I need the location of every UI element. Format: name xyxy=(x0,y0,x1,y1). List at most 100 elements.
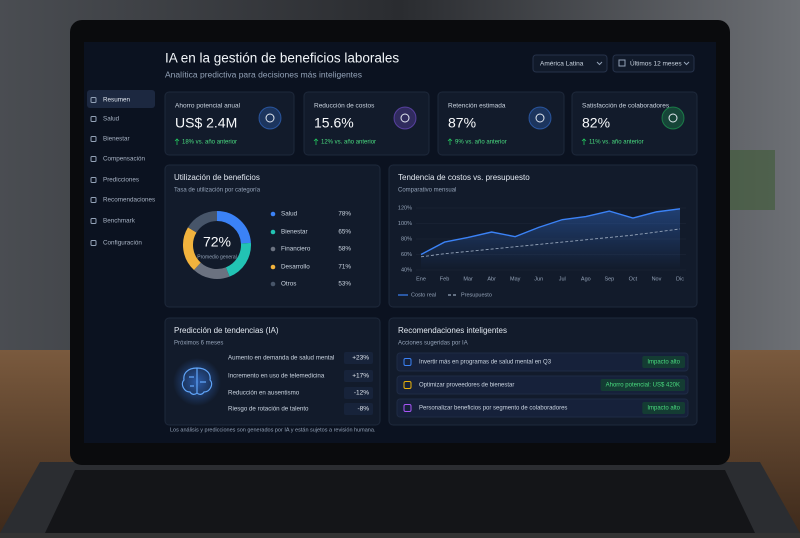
legend-dot xyxy=(270,246,276,252)
donut-segment xyxy=(183,227,201,271)
footnote: Los análisis y predicciones son generado… xyxy=(170,427,376,433)
card xyxy=(571,91,698,156)
nav-item[interactable]: Benchmark xyxy=(103,218,136,225)
kpi-icon-dot xyxy=(400,113,410,123)
recommendation-text: Optimizar proveedores de bienestar xyxy=(419,383,514,389)
nav-item[interactable]: Predicciones xyxy=(103,177,139,184)
legend-label: Otros xyxy=(281,281,296,288)
x-tick-label: Ago xyxy=(581,276,591,282)
tag-box xyxy=(642,356,685,368)
nav-item[interactable]: Salud xyxy=(103,116,120,123)
donut-center-value: 72% xyxy=(203,234,231,250)
recommendation-row[interactable] xyxy=(396,398,689,418)
x-tick-label: Abr xyxy=(487,276,496,282)
kpi-change: 11% vs. año anterior xyxy=(589,140,644,146)
y-tick-label: 60% xyxy=(401,252,412,258)
y-tick-label: 80% xyxy=(401,236,412,242)
nav-item[interactable]: Resumen xyxy=(103,97,130,104)
card-subtitle: Próximos 6 meses xyxy=(174,341,223,347)
card-subtitle: Tasa de utilización por categoría xyxy=(174,188,261,194)
subtitle: Analítica predictiva para decisiones más… xyxy=(165,69,362,79)
y-tick-label: 100% xyxy=(398,221,412,227)
value-label: 58% xyxy=(338,246,351,253)
recommendation-icon xyxy=(403,404,412,412)
nav-icon xyxy=(90,218,97,224)
kpi-icon xyxy=(661,106,685,130)
x-tick-label: Dic xyxy=(676,276,684,282)
up-arrow xyxy=(174,138,180,145)
prediction-label: Aumento en demanda de salud mental xyxy=(228,355,334,362)
x-tick-label: Oct xyxy=(629,276,638,282)
recommendation-tag: Impacto alto xyxy=(647,406,680,412)
nav-item[interactable]: Recomendaciones xyxy=(103,197,155,204)
legend-label: Presupuesto xyxy=(461,292,492,298)
kpi-icon-dot xyxy=(535,113,545,123)
tag-box xyxy=(600,379,685,391)
up-arrow xyxy=(447,138,453,145)
line xyxy=(420,228,681,258)
title: IA en la gestión de beneficios laborales xyxy=(165,51,399,66)
kpi-label: Retención estimada xyxy=(448,103,506,110)
kpi-value: 82% xyxy=(582,115,610,131)
value-label: 65% xyxy=(338,229,351,236)
donut-segment xyxy=(225,242,251,277)
value-label: 71% xyxy=(338,264,351,271)
recommendation-icon xyxy=(403,381,412,389)
nav-item[interactable]: Compensación xyxy=(103,156,146,163)
x-tick-label: Nov xyxy=(652,276,662,282)
nav-icon xyxy=(90,240,97,246)
recommendation-tag: Impacto alto xyxy=(647,360,680,366)
nav-icon xyxy=(90,156,97,162)
donut-segment xyxy=(193,262,230,279)
nav-icon xyxy=(90,197,97,203)
kpi-value: 87% xyxy=(448,115,476,131)
kpi-icon xyxy=(393,106,417,130)
nav-active xyxy=(87,90,155,108)
kpi-icon-dot xyxy=(265,113,275,123)
region-select[interactable] xyxy=(532,54,608,73)
prediction-label: Riesgo de rotación de talento xyxy=(228,406,309,413)
period-select[interactable] xyxy=(612,54,695,73)
line xyxy=(420,208,681,256)
recommendation-tag: Ahorro potencial: US$ 420K xyxy=(606,383,680,389)
brain-icon xyxy=(181,367,213,395)
x-tick-label: Jun xyxy=(534,276,543,282)
kpi-label: Reducción de costos xyxy=(314,103,375,110)
value-pill xyxy=(344,403,373,415)
nav-icon xyxy=(90,136,97,142)
keyboard xyxy=(45,470,755,533)
recommendation-row[interactable] xyxy=(396,352,689,372)
tag-box xyxy=(642,402,685,414)
card-subtitle: Acciones sugeridas por IA xyxy=(398,341,468,347)
up-arrow xyxy=(313,138,319,145)
donut-segment xyxy=(187,211,218,233)
value-label: 78% xyxy=(338,211,351,218)
legend-dot xyxy=(270,211,276,217)
legend-label: Costo real xyxy=(411,292,436,298)
card xyxy=(437,91,565,156)
donut-center-label: Promedio general xyxy=(197,254,236,260)
card-subtitle: Comparativo mensual xyxy=(398,188,456,194)
legend-dot xyxy=(270,229,276,235)
kpi-value: 15.6% xyxy=(314,115,354,131)
kpi-label: Ahorro potencial anual xyxy=(175,103,241,110)
kpi-icon xyxy=(258,106,282,130)
x-tick-label: Ene xyxy=(416,276,426,282)
card-title: Utilización de beneficios xyxy=(174,173,260,182)
plant xyxy=(725,150,775,210)
recommendation-icon xyxy=(403,358,412,366)
value-label: 53% xyxy=(338,281,351,288)
y-tick-label: 40% xyxy=(401,267,412,273)
up-arrow xyxy=(581,138,587,145)
area xyxy=(421,208,680,270)
calendar-icon xyxy=(618,59,626,67)
value-pill xyxy=(344,370,373,382)
legend-dot xyxy=(270,264,276,270)
nav-item[interactable]: Configuración xyxy=(103,240,142,247)
kpi-change: 9% vs. año anterior xyxy=(455,140,507,146)
recommendation-text: Invertir más en programas de salud menta… xyxy=(419,360,552,366)
donut-segment xyxy=(216,211,251,244)
y-tick-label: 120% xyxy=(398,205,412,211)
nav-item[interactable]: Bienestar xyxy=(103,136,130,143)
nav-icon xyxy=(90,177,97,183)
